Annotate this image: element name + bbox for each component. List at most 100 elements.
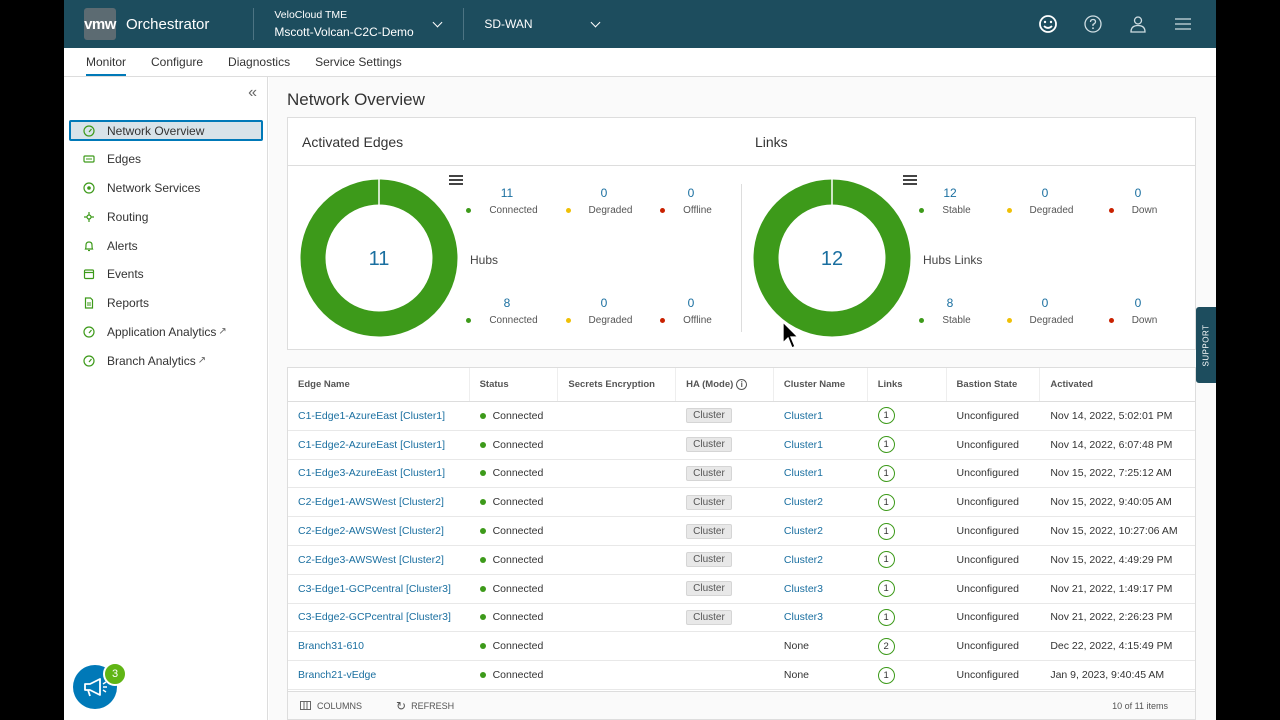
edges-total: 11 (369, 248, 390, 270)
links-count-badge[interactable]: 1 (877, 580, 895, 598)
table-row[interactable]: C1-Edge3-AzureEast [Cluster1] Connected Cl… (288, 460, 1195, 489)
edge-name-link[interactable]: Branch31-610 (298, 640, 364, 653)
links-degraded-stat[interactable]: 0 Degraded (1006, 186, 1083, 216)
gauge-icon (83, 326, 95, 338)
enterprise-selector[interactable]: VeloCloud TME Mscott-Volcan-C2C-Demo (274, 9, 434, 39)
sidebar-item-edges[interactable]: Edges (69, 149, 263, 170)
table-row[interactable]: C2-Edge3-AWSWest [Cluster2] Connected Clus… (288, 546, 1195, 575)
tab-configure[interactable]: Configure (151, 55, 204, 69)
edges-offline-stat[interactable]: 0 Offline (653, 186, 729, 216)
column-header[interactable]: Secrets Encryption (558, 368, 677, 401)
sidebar-item-network-services[interactable]: Network Services (69, 178, 263, 199)
links-count-badge[interactable]: 1 (877, 493, 895, 511)
product-selector[interactable]: SD-WAN (484, 17, 533, 31)
links-count-badge[interactable]: 1 (877, 436, 895, 454)
edge-name-link[interactable]: C1-Edge2-AzureEast [Cluster1] (298, 438, 446, 451)
sidebar-item-routing[interactable]: Routing (69, 206, 263, 227)
status-dot (466, 208, 472, 213)
links-chart-menu-icon[interactable] (903, 175, 917, 185)
sidebar-item-label: Network Overview (107, 123, 205, 138)
column-header[interactable]: Bastion State (947, 368, 1041, 401)
ha-mode-badge: Cluster (686, 437, 732, 453)
bastion-state: Unconfigured (956, 496, 1019, 509)
edge-name-link[interactable]: Branch21-vEdge (298, 669, 377, 682)
edges-chart-menu-icon[interactable] (449, 175, 463, 185)
links-donut-chart[interactable]: 12 (753, 179, 911, 337)
edge-name-link[interactable]: C1-Edge3-AzureEast [Cluster1] (298, 467, 446, 480)
hub-links-down-stat[interactable]: 0 Down (1100, 296, 1176, 326)
hub-links-stable-stat[interactable]: 8 Stable (912, 296, 988, 326)
cluster-name[interactable]: Cluster2 (783, 525, 824, 538)
hubs-offline-stat[interactable]: 0 Offline (653, 296, 729, 326)
smiley-feedback-icon[interactable] (1038, 14, 1058, 34)
routing-icon (84, 211, 94, 222)
table-row[interactable]: C2-Edge1-AWSWest [Cluster2] Connected Clus… (288, 488, 1195, 518)
hub-links-degraded-stat[interactable]: 0 Degraded (1006, 296, 1083, 326)
sidebar-item-alerts[interactable]: Alerts (69, 235, 263, 256)
table-row[interactable]: Branch31-610 Connected None 2 Unconfigured De… (288, 632, 1195, 662)
tab-monitor[interactable]: Monitor (86, 55, 127, 76)
edge-name-link[interactable]: C3-Edge2-GCPcentral [Cluster3] (298, 611, 451, 624)
edge-name-link[interactable]: C1-Edge1-AzureEast [Cluster1] (298, 409, 446, 422)
edge-name-link[interactable]: C2-Edge3-AWSWest [Cluster2] (298, 553, 444, 566)
column-header[interactable]: Cluster Name (774, 368, 868, 401)
chevron-down-icon[interactable] (590, 17, 601, 27)
links-count-badge[interactable]: 1 (877, 666, 895, 684)
sidebar-item-branch-analytics[interactable]: Branch Analytics ↗ (69, 350, 263, 371)
column-header[interactable]: HA (Mode) i (676, 368, 774, 401)
edges-degraded-stat[interactable]: 0 Degraded (565, 186, 642, 216)
links-count-badge[interactable]: 1 (877, 522, 895, 540)
cluster-name[interactable]: Cluster1 (783, 467, 824, 480)
help-icon[interactable] (1083, 14, 1103, 34)
column-header[interactable]: Links (868, 368, 947, 401)
cluster-name[interactable]: Cluster3 (783, 611, 824, 624)
sidebar-item-reports[interactable]: Reports (69, 293, 263, 314)
hubs-degraded-stat[interactable]: 0 Degraded (565, 296, 642, 326)
links-count-badge[interactable]: 2 (877, 637, 895, 655)
column-header[interactable]: Edge Name (288, 368, 470, 401)
sidebar-item-events[interactable]: Events (69, 264, 263, 285)
edges-connected-stat[interactable]: 11 Connected (466, 186, 545, 216)
table-row[interactable]: C1-Edge2-AzureEast [Cluster1] Connected Cl… (288, 431, 1195, 460)
table-row[interactable]: C3-Edge2-GCPcentral [Cluster3] Connected C… (288, 604, 1195, 633)
collapse-sidebar-icon[interactable]: « (248, 84, 257, 101)
cluster-name[interactable]: Cluster3 (783, 582, 824, 595)
stat-value: 8 (946, 296, 954, 310)
cluster-name: None (783, 640, 810, 653)
column-header[interactable]: Status (470, 368, 559, 401)
table-row[interactable]: C1-Edge1-AzureEast [Cluster1] Connected Cl… (288, 402, 1195, 431)
user-icon[interactable] (1128, 14, 1148, 34)
edges-donut-chart[interactable]: 11 (300, 179, 458, 337)
cluster-name[interactable]: Cluster2 (783, 496, 824, 509)
hamburger-menu-icon[interactable] (1173, 14, 1193, 34)
cluster-name[interactable]: Cluster1 (783, 438, 824, 451)
links-count-badge[interactable]: 1 (877, 464, 895, 482)
chevron-down-icon[interactable] (432, 17, 443, 27)
table-row[interactable]: C3-Edge1-GCPcentral [Cluster3] Connected C… (288, 575, 1195, 604)
sidebar-item-application-analytics[interactable]: Application Analytics ↗ (69, 321, 263, 342)
edge-name-link[interactable]: C3-Edge1-GCPcentral [Cluster3] (298, 582, 451, 595)
edge-name-link[interactable]: C2-Edge1-AWSWest [Cluster2] (298, 496, 444, 509)
links-down-stat[interactable]: 0 Down (1100, 186, 1176, 216)
columns-button[interactable]: COLUMNS (300, 701, 362, 711)
tab-service-settings[interactable]: Service Settings (315, 55, 402, 69)
column-header[interactable]: Activated (1050, 379, 1094, 390)
table-row[interactable]: C2-Edge2-AWSWest [Cluster2] Connected Clus… (288, 517, 1195, 546)
cluster-name[interactable]: Cluster1 (783, 409, 824, 422)
status-dot (466, 318, 472, 323)
card-header: Activated Edges Links (288, 118, 1195, 166)
tab-diagnostics[interactable]: Diagnostics (228, 55, 291, 69)
sidebar-item-network-overview[interactable]: Network Overview (69, 120, 263, 141)
status-dot (479, 672, 486, 679)
links-count-badge[interactable]: 1 (877, 407, 895, 425)
support-tab[interactable]: SUPPORT (1196, 307, 1216, 383)
table-row[interactable]: Branch21-vEdge Connected None 1 Unconfigured… (288, 661, 1195, 690)
links-stable-stat[interactable]: 12 Stable (912, 186, 988, 216)
links-count-badge[interactable]: 1 (877, 551, 895, 569)
hubs-connected-stat[interactable]: 8 Connected (466, 296, 545, 326)
edge-name-link[interactable]: C2-Edge2-AWSWest [Cluster2] (298, 525, 444, 538)
links-count-badge[interactable]: 1 (877, 608, 895, 626)
info-icon[interactable]: i (736, 379, 748, 390)
cluster-name[interactable]: Cluster2 (783, 553, 824, 566)
refresh-button[interactable]: ↻ REFRESH (396, 699, 454, 713)
